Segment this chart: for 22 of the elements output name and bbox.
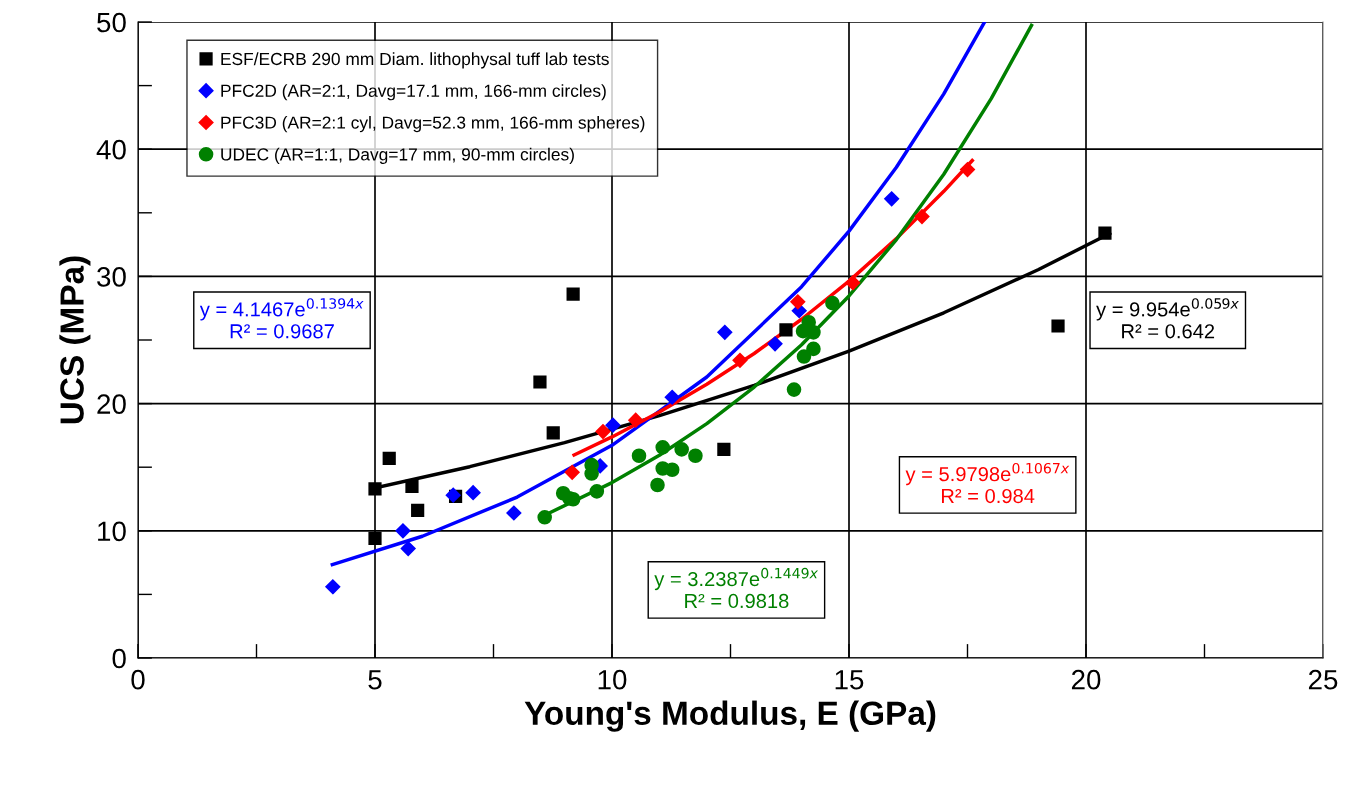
annotation: y = 3.2387e$^{0.1449x}$ R² = 0.9818: [654, 567, 819, 609]
x-tick-label: 0: [131, 669, 145, 690]
y-tick-label: 10: [98, 521, 126, 542]
x-tick-label: 5: [368, 670, 382, 690]
x-tick-label: 25: [1308, 669, 1338, 690]
y-tick-label: 20: [97, 394, 126, 414]
x-tick-label: 20: [1071, 669, 1101, 690]
annotation: y = 9.954e$^{0.059x}$ R² = 0.642: [1096, 298, 1239, 339]
legend-label: PFC3D (AR=2:1 cyl, Davg=52.3 mm, 166-mm spheres): [221, 115, 645, 133]
y-tick-label: 50: [97, 12, 126, 33]
y-tick-label: 0: [112, 648, 126, 669]
x-axis-title: Young's Modulus, E (GPa): [524, 700, 936, 732]
legend-label: ESF/ECRB 290 mm Diam. lithophysal tuff lab tests: [221, 52, 609, 69]
legend-label: UDEC (AR=1:1, Davg=17 mm, 90-mm circles): [221, 147, 574, 164]
x-tick-label: 10: [598, 669, 627, 690]
y-axis-title: UCS (MPa): [59, 256, 91, 424]
y-tick-label: 30: [97, 267, 126, 287]
y-tick-label: 40: [96, 139, 126, 160]
x-tick-label: 15: [835, 670, 864, 690]
annotation: y = 5.9798e$^{0.1067x}$ R² = 0.984: [905, 462, 1070, 504]
annotation: y = 4.1467e$^{0.1394x}$ R² = 0.9687: [199, 298, 364, 339]
legend-label: PFC2D (AR=2:1, Davg=17.1 mm, 166-mm circles): [221, 84, 606, 101]
